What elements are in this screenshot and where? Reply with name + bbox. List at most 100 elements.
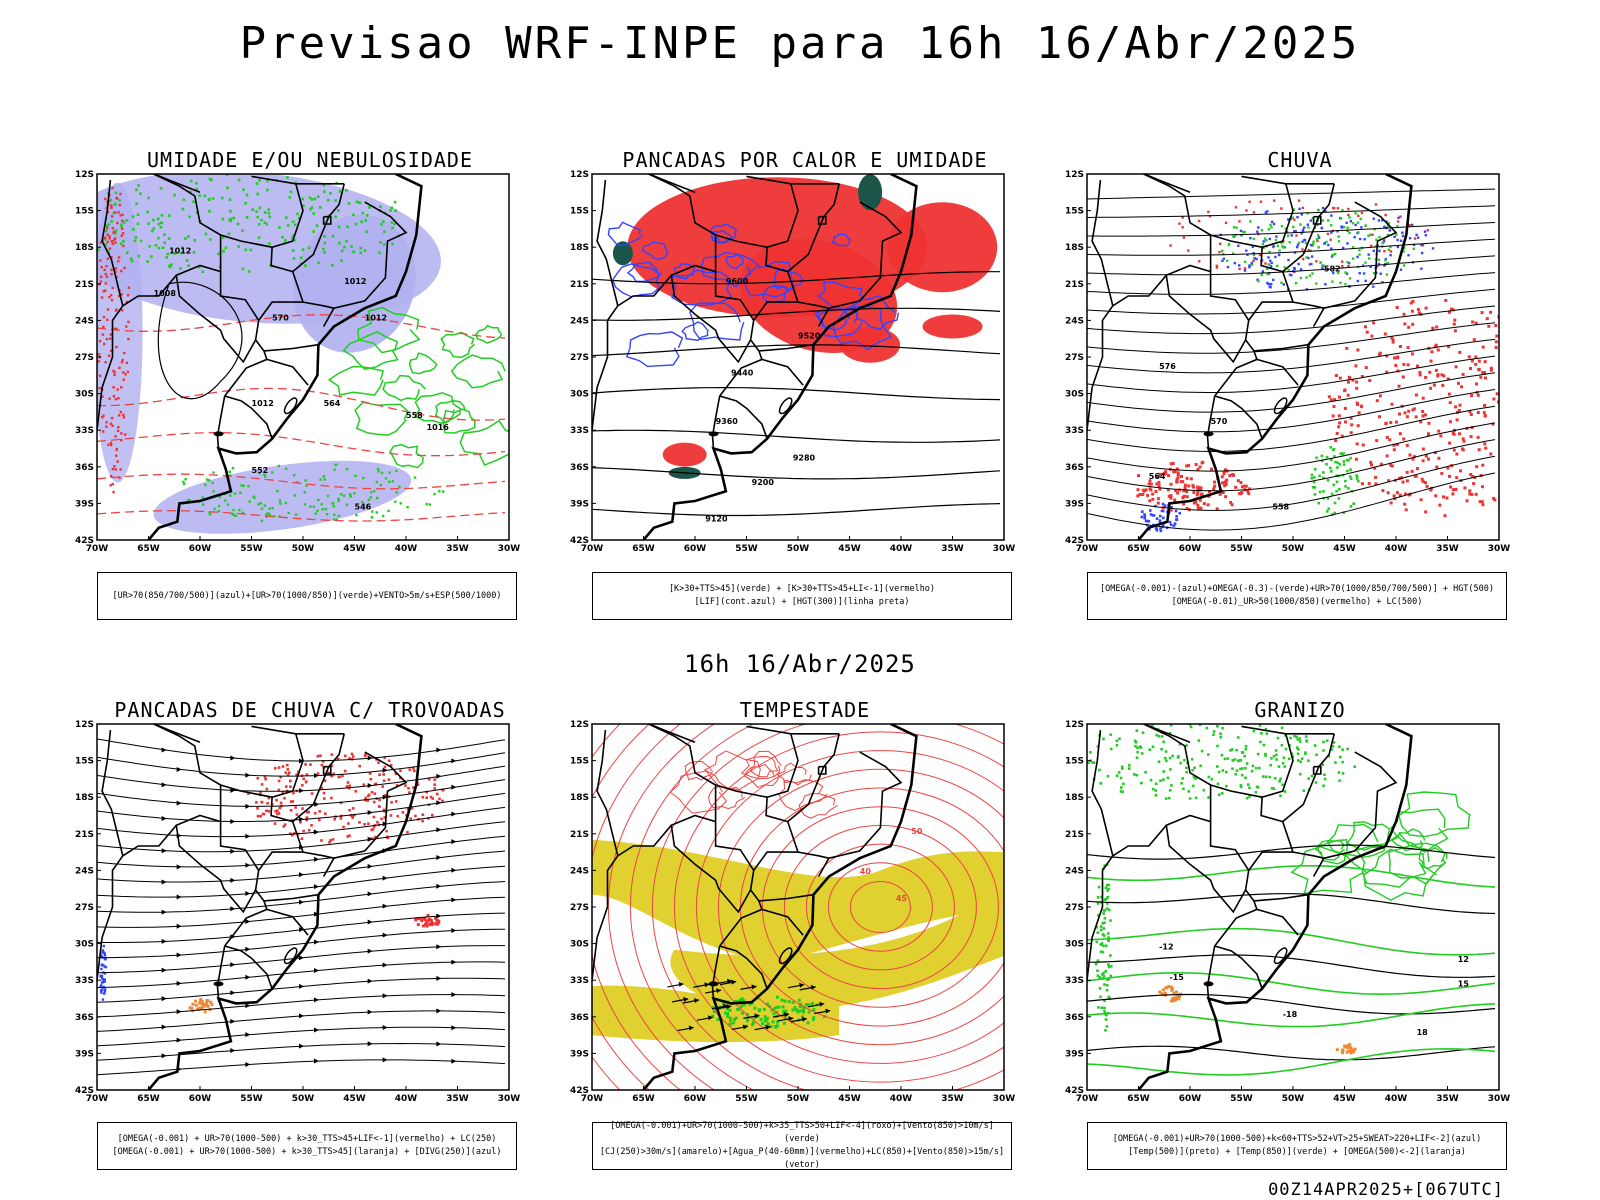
humidity-low-speck [264,475,267,478]
omega-speck [1163,504,1167,507]
thunder-speck [421,924,425,928]
pressure-speck [119,410,122,414]
lon-tick-label: 60W [684,1094,707,1104]
rain-speck [1349,431,1353,435]
temp850-speck [1338,745,1341,748]
thunder-speck [320,839,323,842]
contour-label: -18 [1283,1010,1298,1019]
omega-speck [1356,279,1359,283]
field-layer [97,738,506,1076]
omega-strong-speck [1369,233,1372,237]
temp850-speck [1279,794,1282,798]
streamline [1087,222,1496,237]
contour-label: 9440 [731,368,754,377]
streamline [1087,439,1496,492]
streamline-arrow [314,801,319,807]
temp850-speck [1194,796,1198,800]
omega-strong-speck [1280,241,1283,245]
rain-speck [1493,498,1497,502]
rain-speck [1403,492,1407,496]
omega-speck [1270,261,1273,265]
thunder-speck [416,923,420,927]
thunder-speck [433,787,436,790]
omega-strong-speck [1412,247,1415,250]
omega-speck [1342,246,1345,250]
lat-tick-label: 39S [75,1049,94,1059]
temp850-speck [1245,762,1249,765]
temp850-speck [1082,752,1085,755]
border-line [746,725,840,735]
humidity-low-speck [120,223,123,227]
omega-speck [1377,262,1381,266]
temp850-speck [1258,724,1262,727]
border-line [758,894,813,902]
temp850-speck [1241,767,1244,770]
omega-strong-speck [1222,252,1225,256]
rain-speck [1208,215,1212,218]
panel-title: CHUVA [1267,148,1333,172]
streamline-arrow [314,884,319,890]
humidity-low-speck [394,209,397,212]
rain-speck [1414,415,1418,419]
thunder-speck [291,800,295,803]
rain-speck [1390,336,1394,340]
pressure-speck [117,426,120,429]
humidity-low-speck [139,192,142,195]
humidity-low-speck [267,211,271,215]
thunder-speck [423,918,427,922]
rain-speck [1494,340,1498,344]
rain-speck [1442,495,1445,499]
streamline [1087,422,1496,472]
temp850-speck [1341,748,1344,751]
lon-tick-label: 30W [993,544,1016,554]
omega-strong-speck [1351,246,1355,249]
humidity-low-speck [151,229,154,233]
rain-speck [1525,365,1528,368]
temp850-speck [1168,789,1172,792]
panel-title: PANCADAS DE CHUVA C/ TROVOADAS [114,698,506,722]
rain-speck [1399,215,1402,218]
rain-speck [1412,407,1416,411]
omega-strong-speck [1310,476,1313,480]
rain-speck [1364,325,1367,329]
divergence-speck [99,954,103,957]
humidity-low-speck [245,193,249,197]
pressure-speck [126,370,130,373]
pressure-speck [102,325,105,329]
pressure-speck [120,234,123,237]
rain-speck [1454,405,1457,409]
thunder-speck [389,814,393,817]
temp850-speck [1100,942,1104,945]
temp850-speck [1315,753,1318,757]
temp850-speck [1296,759,1300,762]
omega-strong-speck [1312,480,1316,484]
instability-area [887,202,998,293]
humidity-contour [459,419,509,467]
lat-tick-label: 21S [570,280,589,290]
omega-speck [1362,264,1365,267]
thunder-speck [441,788,444,792]
omega-speck [1143,517,1146,520]
pressure-speck [119,192,122,196]
temp850-speck [1150,724,1154,728]
rain-speck [1523,409,1526,412]
height-contour [592,344,1001,357]
humidity-low-speck [320,503,323,506]
rain-speck [1146,493,1150,497]
wind-850-speck [762,1007,766,1011]
rain-speck [1373,466,1377,470]
omega-strong-speck [1315,456,1318,460]
rain-speck [1178,222,1181,225]
thunder-speck [406,830,409,834]
lat-tick-label: 27S [75,353,94,363]
omega-speck [1249,236,1252,240]
humidity-low-speck [257,503,260,506]
rain-speck [1426,229,1430,232]
rain-speck [1402,362,1406,366]
streamline-arrow [245,891,251,897]
temp850-speck [1254,791,1258,794]
rain-speck [1451,488,1455,492]
pressure-speck [99,280,102,283]
omega-strong-speck [1299,276,1303,280]
